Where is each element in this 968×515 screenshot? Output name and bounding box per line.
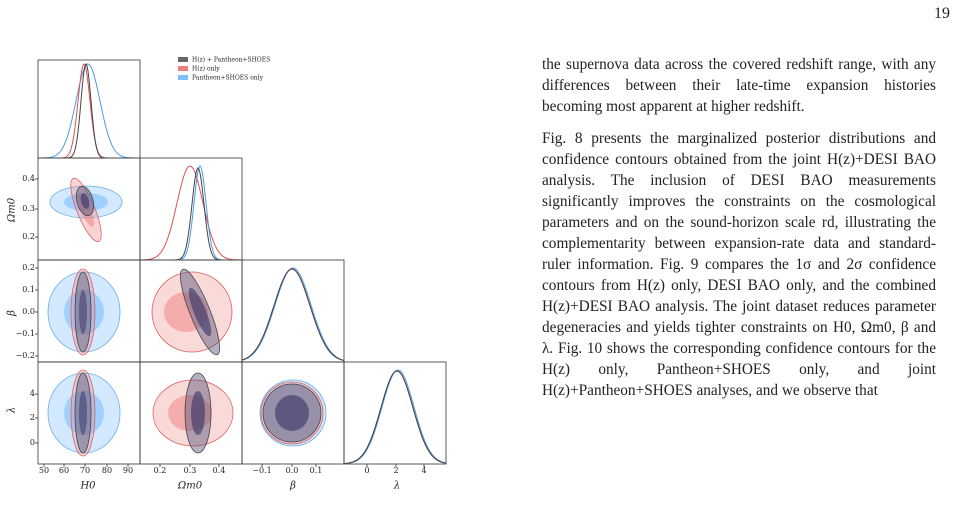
x-axis-label: Ωm0 — [177, 481, 203, 492]
y-axis-label: β — [7, 310, 18, 317]
marginal-curve — [140, 165, 242, 261]
x-tick-label: 0.3 — [184, 466, 197, 475]
marginal-curve — [140, 167, 242, 261]
x-tick-label: 70 — [80, 466, 90, 475]
x-tick-label: 4 — [421, 466, 426, 475]
x-tick-label: −0.1 — [252, 466, 271, 475]
y-tick-label: −0.1 — [16, 329, 35, 338]
marginal-curve — [343, 369, 447, 465]
y-tick-label: 2 — [30, 413, 35, 422]
marginal-curve — [241, 267, 345, 361]
panel-frames — [37, 59, 447, 465]
x-axis-label: β — [289, 481, 296, 492]
y-tick-label: 0.1 — [22, 285, 35, 294]
page-number: 19 — [934, 5, 950, 22]
legend-label: Pantheon+SHOES only — [192, 75, 264, 82]
x-tick-label: 0.0 — [286, 466, 299, 475]
x-tick-label: 2 — [393, 466, 398, 475]
x-tick-label: 0.2 — [154, 466, 167, 475]
marginal-curve — [38, 63, 140, 159]
tick-labels: 50 60 70 80 90 H0 0.2 0.3 0.4 Ωm0 −0.1 0.0 0.1 β 0 2 4 λ 0… — [7, 174, 427, 492]
x-tick-label: 0.1 — [310, 466, 323, 475]
x-tick-label: 0.4 — [213, 466, 226, 475]
corner-plot: H(z) + Pantheon+SHOES H(z) only Pantheon… — [7, 57, 447, 492]
marginal-curve — [343, 370, 447, 465]
x-tick-label: 60 — [59, 466, 69, 475]
x-tick-label: 50 — [39, 466, 49, 475]
y-tick-label: 0.4 — [22, 174, 35, 183]
bullet-item: Fig. 8 presents the marginalized posteri… — [542, 128, 936, 401]
y-tick-label: 0.0 — [22, 307, 35, 316]
y-tick-label: 0.2 — [22, 232, 35, 241]
y-tick-label: 4 — [30, 389, 35, 398]
marginal-curve — [38, 62, 140, 159]
y-axis-label: Ωm0 — [7, 197, 18, 223]
legend: H(z) + Pantheon+SHOES H(z) only Pantheon… — [178, 57, 270, 82]
x-tick-label: 80 — [102, 466, 112, 475]
x-tick-label: 90 — [123, 466, 133, 475]
paragraph: the supernova data across the covered re… — [542, 56, 936, 115]
y-tick-label: 0 — [30, 438, 35, 447]
y-tick-label: 0.2 — [22, 263, 35, 272]
legend-label: H(z) + Pantheon+SHOES — [192, 57, 270, 64]
legend-label: H(z) only — [192, 66, 220, 73]
contours — [47, 177, 327, 457]
marginal-curve — [343, 370, 447, 465]
x-axis-label: λ — [393, 481, 400, 492]
y-tick-label: 0.3 — [22, 204, 35, 213]
x-tick-label: 0 — [364, 466, 369, 475]
marginal-curves — [38, 62, 447, 465]
marginal-curve — [241, 268, 345, 362]
x-axis-label: H0 — [79, 481, 96, 492]
text-column: the supernova data across the covered re… — [542, 54, 936, 515]
y-axis-label: λ — [7, 407, 18, 414]
y-tick-label: −0.2 — [16, 351, 35, 360]
